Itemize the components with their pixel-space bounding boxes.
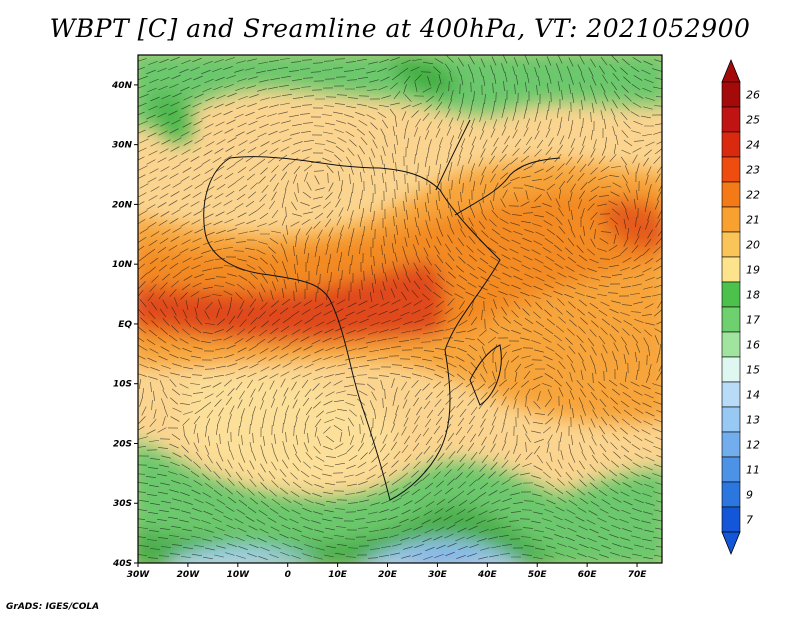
lat-tick-label: 30N (112, 141, 133, 151)
colorbar-top-arrow (721, 58, 741, 83)
grads-credit: GrADS: IGES/COLA (6, 602, 100, 612)
colorbar-swatch (721, 81, 741, 108)
colorbar-swatch (721, 256, 741, 283)
lat-tick-label: 20S (113, 439, 132, 449)
longitude-axis: 30W 20W 10W 0 10E 20E 30E 40E 50E 60E 70E (127, 563, 647, 580)
colorbar-swatch (721, 456, 741, 483)
lon-tick-label: 30W (127, 570, 151, 580)
colorbar-label: 7 (746, 514, 753, 527)
colorbar-swatch (721, 506, 741, 533)
colorbar-label: 24 (746, 139, 760, 152)
streamlines (138, 55, 662, 560)
colorbar-label: 21 (746, 214, 760, 227)
lon-tick-label: 50E (528, 570, 548, 580)
colorbar-label: 22 (746, 189, 760, 202)
colorbar-swatch (721, 356, 741, 383)
colorbar-swatch (721, 431, 741, 458)
lon-tick-label: 20W (177, 570, 201, 580)
colorbar-swatch (721, 131, 741, 158)
colorbar-bottom-arrow (721, 531, 741, 556)
colorbar-label: 19 (746, 264, 760, 277)
lon-tick-label: 10E (328, 570, 348, 580)
lat-tick-label: 10N (112, 260, 133, 270)
colorbar-swatch (721, 181, 741, 208)
colorbar-swatch (721, 381, 741, 408)
colorbar-label: 26 (746, 89, 760, 102)
colorbar-label: 14 (746, 389, 760, 402)
lon-tick-label: 20E (378, 570, 398, 580)
map-title: WBPT [C] and Sreamline at 400hPa, VT: 20… (49, 14, 751, 43)
colorbar-swatch (721, 481, 741, 508)
colorbar-swatch (721, 406, 741, 433)
colorbar-label: 12 (746, 439, 760, 452)
colorbar-swatch (721, 306, 741, 333)
lon-tick-label: 10W (227, 570, 251, 580)
colorbar-swatch (721, 156, 741, 183)
colorbar-swatch (721, 331, 741, 358)
coastlines (203, 119, 561, 501)
colorbar-label: 15 (746, 364, 760, 377)
lat-tick-label: EQ (118, 320, 132, 330)
colorbar-swatch (721, 206, 741, 233)
colorbar-label: 9 (746, 489, 753, 502)
wbpt-field (138, 55, 662, 563)
colorbar-label: 23 (746, 164, 760, 177)
lat-tick-label: 40N (111, 81, 133, 91)
lon-tick-label: 40E (477, 570, 498, 580)
colorbar-label: 18 (746, 289, 760, 302)
colorbar-label: 11 (746, 464, 760, 477)
lon-tick-label: 60E (578, 570, 598, 580)
lon-tick-label: 70E (628, 570, 648, 580)
lon-tick-label: 30E (428, 570, 448, 580)
colorbar-label: 20 (746, 239, 760, 252)
latitude-axis: 40N 30N 20N 10N EQ 10S 20S 30S 40S (111, 81, 138, 569)
colorbar-swatch (721, 106, 741, 133)
plot-frame (137, 54, 663, 564)
colorbar-swatch (721, 281, 741, 308)
lat-tick-label: 30S (113, 499, 132, 509)
color-legend: 26 25 24 23 22 21 20 19 18 17 16 15 14 13 12 11 9 7 (721, 58, 760, 556)
colorbar-label: 16 (746, 339, 760, 352)
lat-tick-label: 20N (112, 200, 133, 210)
colorbar-label: 17 (746, 314, 760, 327)
lat-tick-label: 10S (113, 380, 132, 390)
colorbar-swatch (721, 231, 741, 258)
colorbar-label: 13 (746, 414, 760, 427)
lat-tick-label: 40S (112, 559, 132, 569)
colorbar-label: 25 (746, 114, 760, 127)
lon-tick-label: 0 (285, 570, 291, 580)
